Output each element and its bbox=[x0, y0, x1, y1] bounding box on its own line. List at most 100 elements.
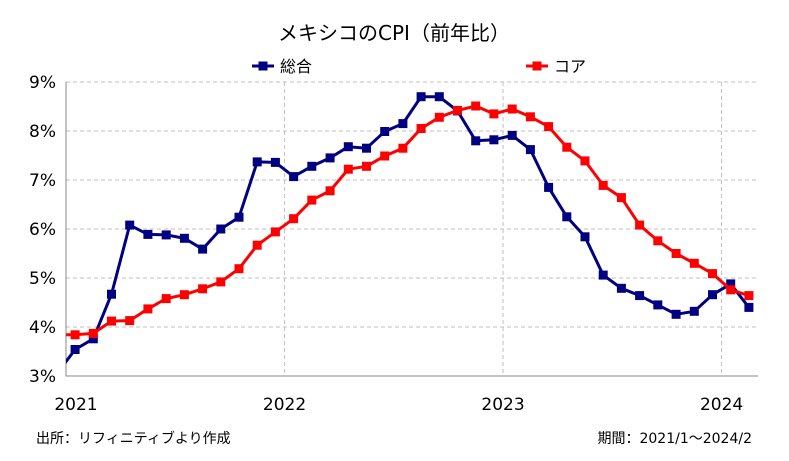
data-point bbox=[689, 258, 699, 268]
x-tick-label: 2024 bbox=[700, 395, 743, 415]
data-point bbox=[398, 143, 408, 153]
data-point bbox=[107, 316, 116, 326]
data-point bbox=[489, 109, 499, 119]
legend-item: 総合 bbox=[252, 57, 312, 76]
data-point bbox=[635, 220, 645, 230]
data-point bbox=[362, 161, 371, 171]
y-tick-label: 5% bbox=[29, 269, 56, 289]
data-point bbox=[580, 156, 590, 166]
legend-swatch-marker bbox=[258, 61, 268, 71]
grid bbox=[66, 81, 758, 376]
chart-title: メキシコのCPI（前年比） bbox=[278, 21, 510, 45]
x-tick-label: 2022 bbox=[263, 395, 306, 415]
data-point bbox=[70, 330, 80, 340]
data-point bbox=[325, 186, 335, 196]
source-note: 出所：リフィニティブより作成 bbox=[36, 430, 231, 447]
data-point bbox=[580, 232, 590, 242]
data-point bbox=[289, 172, 299, 182]
data-point bbox=[362, 143, 371, 153]
data-point bbox=[380, 151, 390, 161]
y-tick-label: 7% bbox=[29, 171, 56, 191]
data-point bbox=[544, 182, 554, 192]
data-point bbox=[343, 164, 353, 174]
data-point bbox=[161, 294, 171, 304]
data-point bbox=[744, 302, 754, 312]
data-point bbox=[708, 269, 717, 279]
data-point bbox=[398, 119, 408, 129]
data-point bbox=[179, 233, 189, 243]
data-point bbox=[143, 304, 153, 314]
legend-swatch-marker bbox=[532, 61, 542, 71]
series-headline bbox=[66, 92, 754, 365]
data-point bbox=[598, 180, 608, 190]
data-point bbox=[434, 112, 444, 122]
data-point bbox=[489, 135, 499, 145]
y-tick-label: 4% bbox=[29, 318, 56, 338]
data-point bbox=[343, 142, 353, 152]
data-point bbox=[198, 244, 208, 254]
axes: 3% 4% 5% 6% 7% 8% 9% 2021 2022 2023 2024 bbox=[29, 73, 758, 415]
legend: 総合 コア bbox=[252, 57, 586, 76]
data-point bbox=[726, 285, 736, 295]
data-point bbox=[653, 236, 663, 246]
data-point bbox=[307, 161, 317, 171]
axis-lines bbox=[65, 82, 758, 377]
data-point bbox=[416, 124, 426, 133]
data-point bbox=[252, 157, 262, 167]
data-point bbox=[616, 193, 626, 203]
data-point bbox=[88, 328, 98, 338]
data-point bbox=[653, 300, 663, 310]
data-point bbox=[216, 224, 226, 234]
data-point bbox=[179, 290, 189, 300]
data-point bbox=[507, 130, 517, 140]
y-tick-label: 9% bbox=[29, 73, 56, 93]
legend-item: コア bbox=[526, 57, 586, 76]
data-point bbox=[616, 283, 626, 293]
data-point bbox=[234, 264, 244, 274]
data-point bbox=[471, 101, 481, 111]
data-point bbox=[161, 230, 171, 240]
data-point bbox=[107, 289, 116, 299]
period-note: 期間：2021/1～2024/2 bbox=[597, 431, 752, 447]
data-point bbox=[434, 92, 444, 102]
x-tick-label: 2021 bbox=[54, 395, 97, 415]
data-point bbox=[708, 290, 717, 300]
data-point bbox=[689, 306, 699, 316]
data-point bbox=[143, 229, 153, 239]
data-point bbox=[453, 105, 462, 115]
data-point bbox=[525, 112, 535, 122]
data-point bbox=[562, 142, 572, 152]
data-point bbox=[70, 345, 80, 354]
data-point bbox=[270, 157, 280, 167]
data-point bbox=[270, 227, 280, 237]
data-point bbox=[88, 334, 98, 344]
data-point bbox=[125, 316, 135, 326]
data-point bbox=[307, 195, 317, 205]
data-point bbox=[325, 153, 335, 163]
x-tick-label: 2023 bbox=[481, 395, 524, 415]
data-point bbox=[562, 212, 572, 222]
y-tick-label: 6% bbox=[29, 220, 56, 240]
data-point bbox=[744, 291, 754, 301]
data-point bbox=[525, 145, 535, 155]
data-point bbox=[471, 136, 481, 146]
legend-label: コア bbox=[554, 57, 586, 76]
data-point bbox=[125, 220, 135, 230]
data-point bbox=[380, 127, 390, 136]
y-tick-label: 3% bbox=[29, 367, 56, 387]
data-point bbox=[726, 279, 736, 289]
data-point bbox=[289, 214, 299, 224]
data-point bbox=[635, 291, 645, 301]
legend-label: 総合 bbox=[280, 57, 312, 76]
plot-area bbox=[66, 92, 754, 365]
y-tick-label: 8% bbox=[29, 122, 56, 142]
data-point bbox=[198, 284, 208, 294]
data-point bbox=[671, 249, 681, 258]
data-point bbox=[507, 104, 517, 114]
data-point bbox=[416, 92, 426, 102]
data-point bbox=[216, 277, 226, 287]
data-point bbox=[234, 212, 244, 222]
data-point bbox=[598, 270, 608, 280]
series-core bbox=[66, 101, 754, 340]
